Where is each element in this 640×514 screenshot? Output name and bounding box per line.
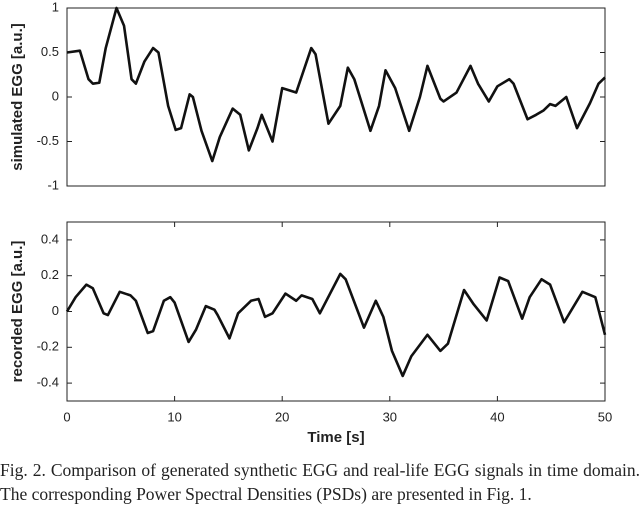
y-tick-label: -0.2 (37, 339, 59, 354)
y-tick-label: 0.5 (41, 44, 59, 59)
y-axis-label: simulated EGG [a.u.] (9, 23, 26, 171)
y-tick-label: -0.4 (37, 375, 59, 390)
x-tick-label: 50 (598, 409, 612, 424)
plot-frame (66, 7, 606, 187)
y-tick-label: -1 (47, 177, 59, 192)
x-tick-label: 20 (275, 409, 289, 424)
y-tick-label: 0 (52, 88, 59, 103)
signal-line (65, 272, 607, 378)
y-tick-label: 0.2 (41, 267, 59, 282)
x-tick-label: 30 (383, 409, 397, 424)
x-tick-label: 0 (63, 409, 70, 424)
y-tick-label: 0 (52, 303, 59, 318)
figure: -1 -0.5 0 0.5 1 simulated EGG [a.u.] -0.4 -0.2 0… (9, 0, 612, 446)
y-tick-label: 1 (52, 0, 59, 14)
y-tick-label: -0.5 (37, 133, 59, 148)
y-tick-label: 0.4 (41, 231, 59, 246)
signal-line (66, 6, 606, 163)
y-axis-label: recorded EGG [a.u.] (9, 241, 26, 383)
x-axis-label: Time [s] (307, 429, 364, 446)
x-tick-label: 10 (167, 409, 181, 424)
caption: Fig. 2. Comparison of generated syntheti… (0, 460, 640, 504)
x-tick-label: 40 (490, 409, 504, 424)
